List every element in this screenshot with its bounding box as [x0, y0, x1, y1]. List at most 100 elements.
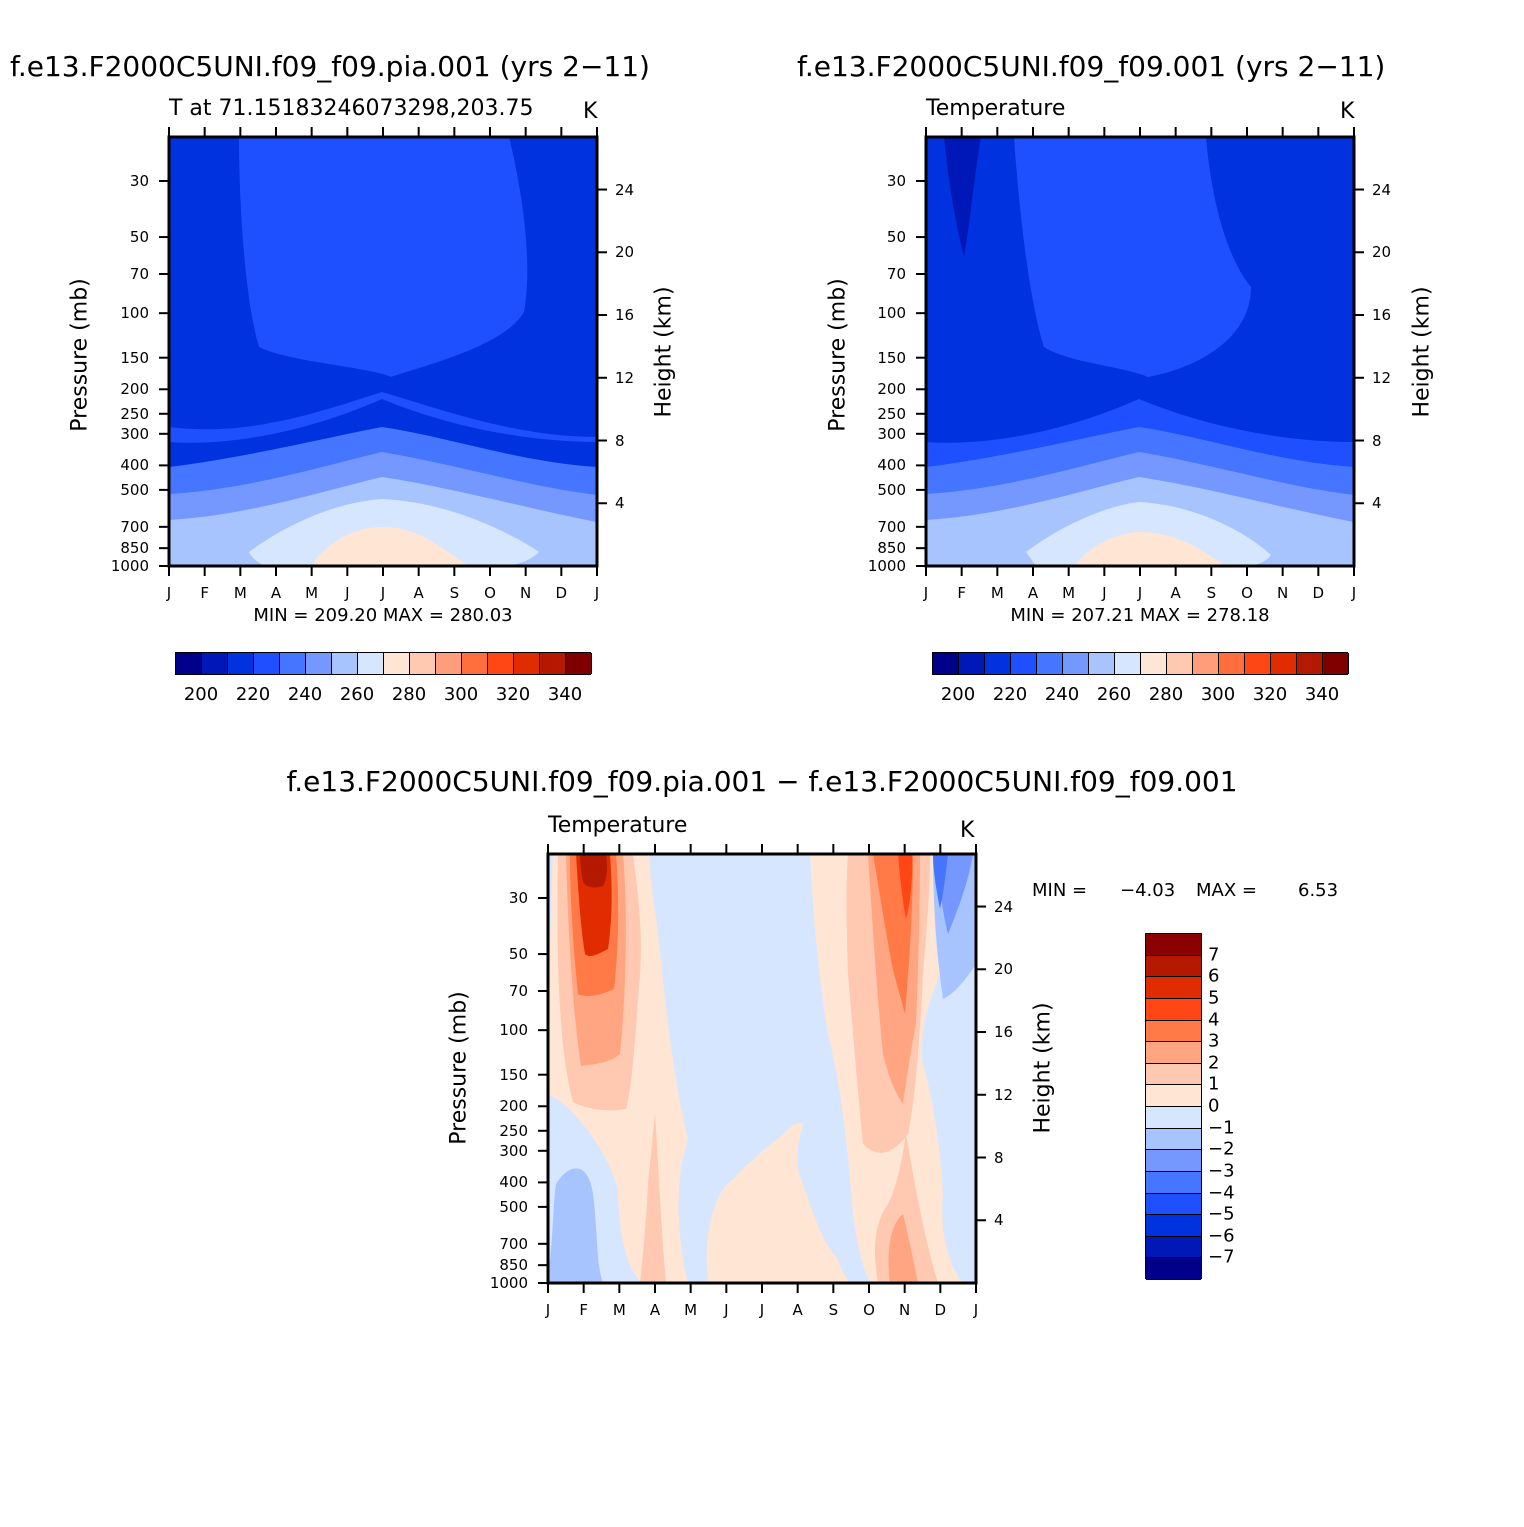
p2-cold-core: [944, 137, 981, 257]
y2-tick-label: 8: [615, 431, 625, 450]
y-tick-label: 200: [499, 1097, 528, 1116]
panel3-y2label: Height (km): [1030, 1002, 1056, 1134]
p3-neg3-right: [933, 854, 948, 909]
colorbar-swatch: [1146, 1085, 1201, 1107]
y-tick-label: 300: [499, 1141, 528, 1160]
x-tick-label: D: [1312, 584, 1325, 602]
y-tick-label: 100: [120, 304, 149, 323]
y2-tick-label: 20: [994, 960, 1014, 979]
p3-pos5-right: [898, 854, 913, 919]
p1-band-280: [314, 527, 469, 566]
panel3-min-label: MIN =: [1032, 880, 1088, 901]
colorbar-swatch: [1146, 1236, 1201, 1259]
y-tick-label: 70: [886, 265, 906, 283]
y2-tick-label: 12: [615, 368, 635, 387]
colorbar-swatch: [1146, 1150, 1201, 1172]
p3-neg2-right: [938, 854, 973, 934]
colorbar-swatch: [1146, 998, 1201, 1021]
panel1-y2label: Height (km): [651, 286, 677, 418]
colorbar-label: 260: [339, 684, 375, 705]
colorbar-swatch: [1146, 1128, 1201, 1151]
colorbar-swatch: [1245, 653, 1271, 674]
panel3-max-value: 6.53: [1298, 880, 1339, 901]
colorbar-label: 0: [1208, 1095, 1220, 1117]
y2-tick-label: 8: [1372, 431, 1382, 450]
colorbar-label: −2: [1208, 1138, 1235, 1160]
colorbar-label: 320: [495, 684, 531, 705]
x-tick-label: J: [759, 1301, 765, 1319]
p3-pos2-vline: [640, 1114, 666, 1283]
colorbar-swatch: [384, 653, 410, 674]
colorbar-swatch: [280, 653, 306, 674]
y-tick-label: 250: [499, 1121, 528, 1140]
colorbar-swatch: [306, 653, 332, 674]
y-tick-label: 100: [877, 304, 906, 323]
colorbar-swatch: [1323, 653, 1349, 674]
y-tick-label: 850: [877, 539, 906, 558]
colorbar-label: −5: [1208, 1203, 1235, 1225]
y-tick-label: 400: [120, 456, 149, 475]
y-tick-label: 70: [129, 265, 149, 283]
y-tick-label: 500: [120, 480, 149, 499]
colorbar-label: −3: [1208, 1160, 1235, 1182]
colorbar-label: 300: [443, 684, 479, 705]
panel3-ylabel: Pressure (mb): [446, 991, 472, 1145]
p2-ticks: [916, 127, 1364, 576]
x-tick-label: F: [579, 1301, 588, 1319]
y2-tick-label: 20: [1372, 243, 1392, 262]
y-tick-label: 250: [120, 404, 149, 423]
p3-neg-left-low: [548, 1168, 603, 1283]
x-tick-label: M: [305, 584, 319, 602]
colorbar-swatch: [462, 653, 488, 674]
colorbar-label: 340: [547, 684, 583, 705]
y-tick-label: 30: [508, 888, 528, 907]
p3-pos4-right-low: [888, 1214, 918, 1283]
colorbar-swatch: [1141, 653, 1167, 674]
x-tick-label: J: [1351, 584, 1357, 602]
y2-tick-label: 24: [615, 180, 635, 199]
colorbar-label: 7: [1208, 944, 1220, 966]
colorbar-swatch: [1146, 1258, 1201, 1280]
p2-band-280: [1076, 532, 1226, 566]
panel1-minmax: MIN = 209.20 MAX = 280.03: [253, 605, 513, 626]
y-tick-label: 700: [120, 517, 149, 536]
x-tick-label: A: [1170, 584, 1181, 602]
x-tick-label: O: [1241, 584, 1253, 602]
x-tick-label: S: [828, 1301, 839, 1319]
colorbar-label: 3: [1208, 1030, 1220, 1052]
colorbar-label: 2: [1208, 1052, 1220, 1074]
y-tick-label: 850: [120, 539, 149, 558]
panel3-title: f.e13.F2000C5UNI.f09_f09.pia.001 − f.e13…: [286, 765, 1238, 798]
panel2-colorbar: [932, 652, 1349, 675]
colorbar-swatch: [1193, 653, 1219, 674]
panel1-title: f.e13.F2000C5UNI.f09_f09.pia.001 (yrs 2−…: [10, 50, 650, 83]
x-tick-label: J: [345, 584, 350, 602]
colorbar-label: 5: [1208, 987, 1220, 1009]
x-tick-label: N: [1277, 584, 1289, 602]
colorbar-swatch: [1146, 955, 1201, 978]
colorbar-label: −7: [1208, 1246, 1235, 1268]
p3-ticks: [538, 844, 986, 1293]
y-tick-label: 700: [877, 517, 906, 536]
y-tick-label: 1000: [110, 557, 149, 575]
colorbar-swatch: [1146, 1215, 1201, 1237]
colorbar-swatch: [1146, 934, 1201, 956]
colorbar-swatch: [1297, 653, 1323, 674]
x-tick-label: D: [555, 584, 568, 602]
y-tick-label: 200: [120, 380, 149, 399]
y-tick-label: 250: [877, 404, 906, 423]
y2-tick-label: 16: [1372, 306, 1392, 325]
colorbar-label: 280: [1148, 684, 1184, 705]
colorbar-label: 300: [1200, 684, 1236, 705]
panel1-units: K: [583, 99, 598, 124]
y2-tick-label: 8: [994, 1148, 1004, 1167]
colorbar-label: −4: [1208, 1182, 1235, 1203]
colorbar-swatch: [959, 653, 985, 674]
colorbar-label: 220: [235, 684, 271, 705]
x-tick-label: F: [957, 584, 966, 602]
x-tick-label: J: [166, 584, 172, 602]
x-tick-label: A: [270, 584, 282, 602]
y2-tick-label: 12: [994, 1085, 1014, 1104]
x-tick-label: M: [1062, 584, 1076, 602]
colorbar-swatch: [1146, 1020, 1201, 1043]
